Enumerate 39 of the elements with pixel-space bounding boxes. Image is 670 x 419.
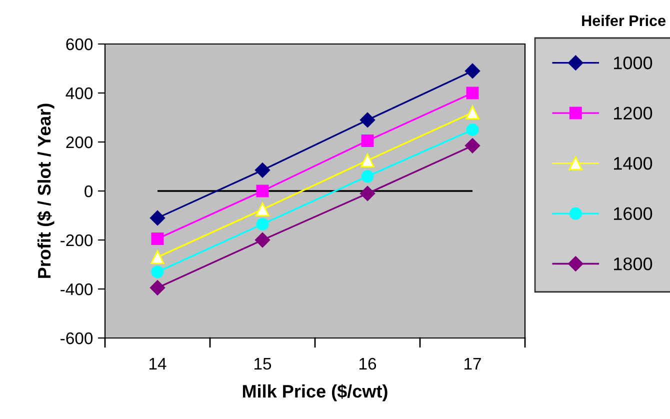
x-axis-title: Milk Price ($/cwt) (242, 384, 388, 402)
point (361, 170, 374, 183)
point (466, 124, 479, 136)
x-tick-label: 16 (360, 358, 376, 370)
point (466, 86, 479, 100)
legend-label: 1800 (614, 257, 652, 270)
legend-label: 1400 (614, 157, 652, 170)
y-tick-label: 200 (66, 136, 93, 148)
point (360, 112, 376, 128)
x-tick-label: 14 (150, 358, 166, 370)
point (464, 138, 480, 154)
y-tick-label: -200 (60, 234, 93, 246)
point (360, 186, 376, 202)
legend-label: 1600 (614, 207, 652, 220)
x-tick-label: 15 (254, 358, 272, 370)
legend-label: 1200 (614, 106, 652, 120)
x-tick-label: 17 (464, 358, 481, 370)
point (256, 218, 269, 230)
point (254, 162, 270, 178)
y-tick-label: -600 (60, 332, 93, 344)
point (254, 232, 270, 248)
point (150, 280, 166, 296)
y-tick-label: 0 (84, 185, 93, 198)
point (151, 266, 164, 278)
point (150, 250, 164, 264)
point (150, 210, 166, 226)
point (256, 184, 269, 198)
y-tick-label: 400 (66, 87, 93, 100)
legend-label: 1000 (614, 56, 652, 70)
y-tick-label: -400 (60, 283, 93, 296)
point (256, 202, 270, 216)
point (361, 134, 374, 148)
point (464, 63, 480, 79)
y-axis-title: Profit ($ / Slot / Year) (37, 104, 54, 278)
point (360, 153, 374, 168)
point (466, 106, 480, 120)
legend-title: Heifer Price (582, 14, 666, 26)
y-tick-label: 600 (66, 38, 93, 50)
point (151, 232, 164, 246)
